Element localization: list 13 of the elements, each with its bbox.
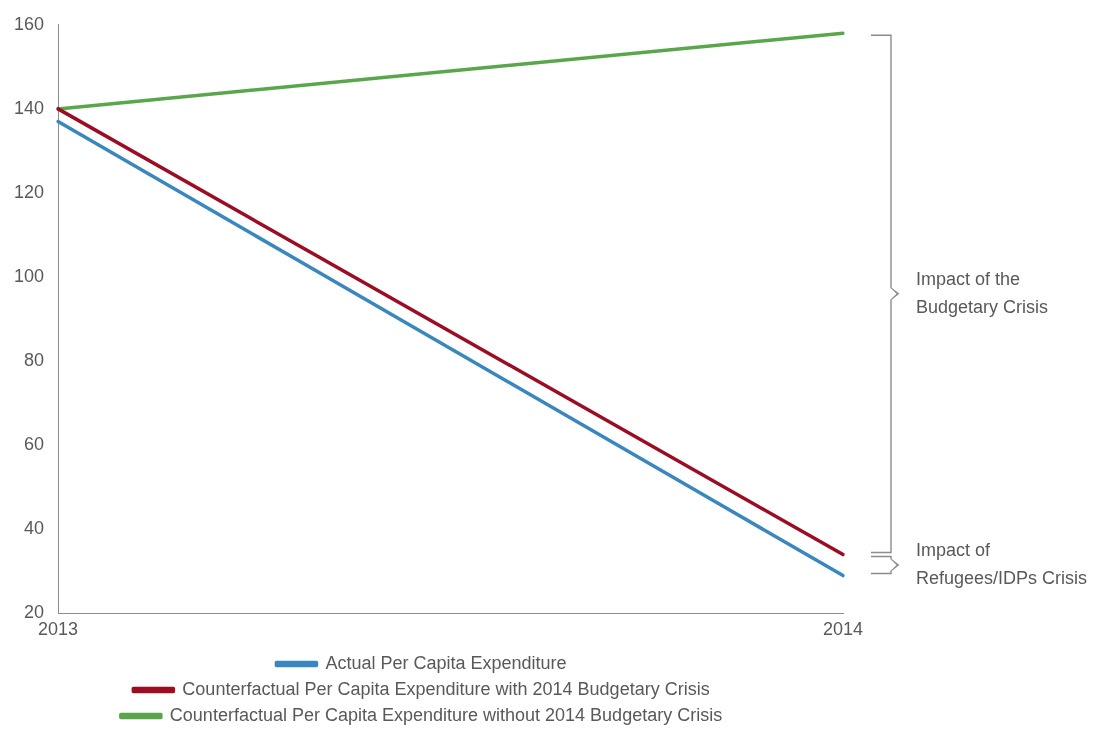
annotation: Impact of the Budgetary Crisis [916, 268, 1049, 317]
legend-label: Actual Per Capita Expenditure [325, 652, 567, 673]
legend-label: Counterfactual Per Capita Expenditure without 2014 Budgetary Crisis [169, 704, 723, 725]
x-tick-label: 2014 [822, 619, 864, 640]
legend-label: Counterfactual Per Capita Expenditure with 2014 Budgetary Crisis [182, 678, 710, 699]
y-tick-label: 100 [13, 266, 45, 287]
y-tick-label: 60 [24, 434, 45, 455]
y-tick-label: 40 [24, 518, 45, 539]
annotation: Impact of Refugees/IDPs Crisis [916, 540, 1088, 589]
y-tick-label: 140 [13, 97, 45, 118]
y-tick-label: 120 [13, 181, 45, 202]
y-tick-label: 160 [13, 13, 45, 34]
y-tick-label: 80 [24, 350, 45, 371]
